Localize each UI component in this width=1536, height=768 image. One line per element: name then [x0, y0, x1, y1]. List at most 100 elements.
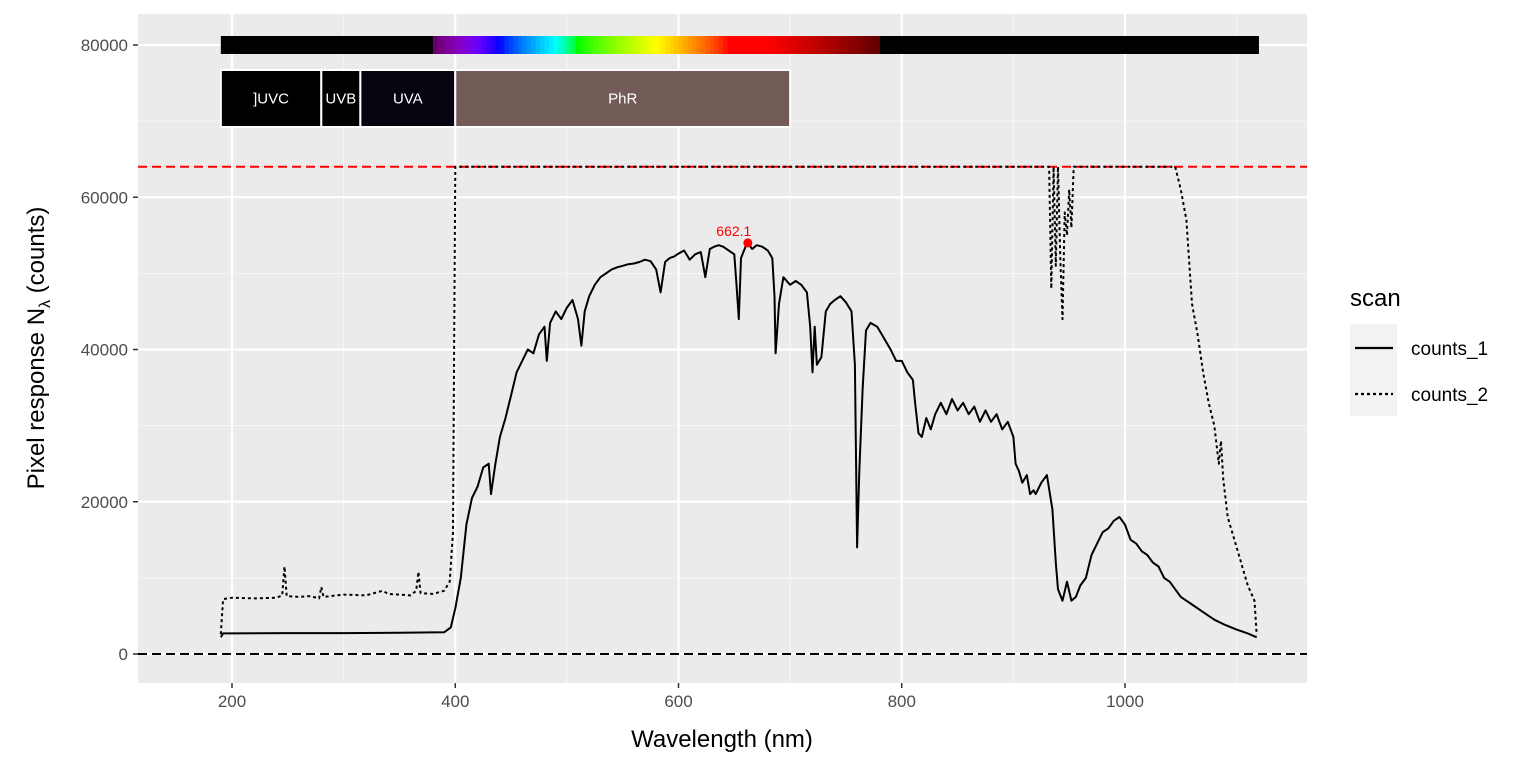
color-bar-segment [799, 36, 805, 54]
color-spectrum-bar [220, 36, 1259, 54]
color-bar-segment [825, 36, 831, 54]
color-bar-segment [540, 36, 546, 54]
color-bar-segment [598, 36, 604, 54]
color-bar-segment [553, 36, 559, 54]
color-bar-segment [687, 36, 693, 54]
color-bar-segment [852, 36, 858, 54]
color-bar-segment [464, 36, 470, 54]
color-bar-segment [830, 36, 836, 54]
color-bar-segment [566, 36, 572, 54]
color-bar-segment [468, 36, 474, 54]
color-bar-segment [651, 36, 657, 54]
color-bar-segment [490, 36, 497, 54]
color-bar-segment [450, 36, 456, 54]
legend: scan counts_1 counts_2 [1350, 285, 1488, 416]
color-bar-segment [656, 36, 662, 54]
color-bar-segment [611, 36, 617, 54]
x-tick-label: 800 [888, 692, 916, 711]
color-bar-segment [794, 36, 800, 54]
y-tick-label: 40000 [81, 341, 128, 360]
color-bar-segment [691, 36, 697, 54]
band-box [219, 69, 323, 128]
y-tick-label: 80000 [81, 36, 128, 55]
color-bar-segment [803, 36, 809, 54]
band-box [454, 69, 792, 128]
color-bar-segment [580, 36, 586, 54]
color-bar-segment [682, 36, 689, 54]
color-bar-segment [571, 36, 577, 54]
color-bar-segment [477, 36, 483, 54]
color-bar-segment [432, 36, 438, 54]
color-bar-segment [437, 36, 443, 54]
band-label: PhR [608, 91, 637, 108]
color-bar-segment [620, 36, 626, 54]
color-bar-segment [513, 36, 519, 54]
color-bar-segment [790, 36, 796, 54]
color-bar-segment [665, 36, 671, 54]
color-bar-segment [602, 36, 608, 54]
y-tick-label: 0 [119, 645, 128, 664]
color-bar-segment [508, 36, 514, 54]
color-bar-segment [727, 36, 733, 54]
color-bar-segment [861, 36, 867, 54]
color-bar-segment [732, 36, 738, 54]
band-label: UVA [393, 91, 423, 108]
color-bar-segment [473, 36, 479, 54]
color-bar-segment [482, 36, 488, 54]
color-bar-segment [870, 36, 876, 54]
color-bar-segment [531, 36, 537, 54]
color-bar-segment [821, 36, 827, 54]
color-bar-segment [678, 36, 684, 54]
color-bar-segment [754, 36, 760, 54]
color-bar-segment [758, 36, 764, 54]
color-bar-segment [607, 36, 613, 54]
color-bar-segment [624, 36, 630, 54]
band-box [359, 69, 457, 128]
color-bar-segment [772, 36, 778, 54]
band-label: UVB [325, 91, 356, 108]
wavelength-bands: ]UVC UVB UVA PhR [219, 69, 792, 128]
y-axis-title-subscript: λ [37, 300, 54, 308]
color-bar-segment [848, 36, 854, 54]
x-tick-label: 400 [441, 692, 469, 711]
x-tick-label: 600 [664, 692, 692, 711]
color-bar-segment [575, 36, 581, 54]
color-bar-segment [593, 36, 599, 54]
color-bar-segment [857, 36, 863, 54]
series-lines [219, 165, 1258, 639]
color-bar-segment [455, 36, 461, 54]
y-tick-label: 60000 [81, 188, 128, 207]
color-bar-segment [660, 36, 666, 54]
color-bar-segment [776, 36, 782, 54]
color-bar-segment [584, 36, 590, 54]
color-bar-segment [446, 36, 452, 54]
color-bar-segment [839, 36, 845, 54]
legend-label-counts-1: counts_1 [1411, 339, 1488, 360]
x-axis-ticks: 200 400 600 800 1000 [218, 683, 1144, 711]
band-box [320, 69, 362, 128]
color-bar-segment [535, 36, 541, 54]
color-bar-segment [674, 36, 680, 54]
color-bar-segment [589, 36, 595, 54]
color-bar-segment [696, 36, 702, 54]
color-bar-segment [718, 36, 724, 54]
color-bar-segment [544, 36, 550, 54]
color-bar-segment [874, 36, 881, 54]
color-bar-segment [647, 36, 653, 54]
color-bar-segment [723, 36, 729, 54]
x-tick-label: 1000 [1106, 692, 1144, 711]
peak-marker [743, 238, 753, 248]
color-bar-segment [705, 36, 711, 54]
color-bar-segment [495, 36, 501, 54]
color-bar-segment [638, 36, 644, 54]
color-bar-segment [807, 36, 814, 54]
color-bar-segment [812, 36, 818, 54]
color-bar-segment [745, 36, 751, 54]
color-bar-segment [749, 36, 756, 54]
color-bar-segment [736, 36, 742, 54]
color-bar-segment [562, 36, 568, 54]
color-bar-segment [785, 36, 791, 54]
color-bar-segment [526, 36, 532, 54]
color-bar-segment [486, 36, 492, 54]
